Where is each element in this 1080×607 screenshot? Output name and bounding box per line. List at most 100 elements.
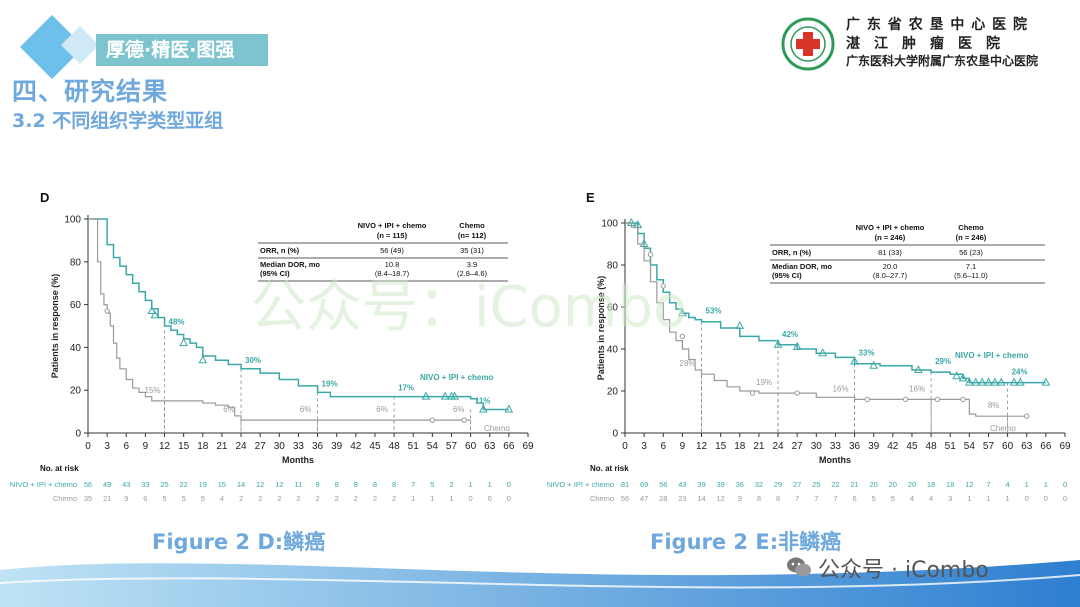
y-tick-label: 20 bbox=[607, 387, 619, 398]
at-risk-value: 4 bbox=[929, 494, 933, 503]
nivo-landmark-label: 30% bbox=[245, 356, 261, 365]
nivo-landmark-label: 24% bbox=[1012, 368, 1028, 377]
at-risk-value: 18 bbox=[946, 480, 954, 489]
footer-wave-line bbox=[0, 574, 1080, 589]
nivo-censor-mark bbox=[450, 391, 460, 400]
y-tick-label: 100 bbox=[601, 219, 618, 230]
x-tick-label: 12 bbox=[696, 441, 708, 452]
x-axis-label: Months bbox=[282, 455, 314, 465]
x-tick-label: 18 bbox=[734, 441, 746, 452]
at-risk-value: 7 bbox=[833, 494, 837, 503]
at-risk-value: 81 bbox=[621, 480, 629, 489]
x-tick-label: 45 bbox=[369, 441, 381, 452]
nivo-censor-mark bbox=[984, 377, 993, 386]
at-risk-value: 0 bbox=[507, 494, 511, 503]
nivo-curve bbox=[625, 222, 1046, 384]
x-tick-label: 21 bbox=[216, 441, 228, 452]
at-risk-value: 0 bbox=[1025, 494, 1029, 503]
x-tick-label: 36 bbox=[849, 441, 861, 452]
at-risk-value: 1 bbox=[967, 494, 971, 503]
nivo-censor-mark bbox=[958, 373, 968, 382]
chemo-censor-mark bbox=[660, 283, 666, 289]
at-risk-value: 7 bbox=[795, 494, 799, 503]
y-tick-label: 100 bbox=[64, 215, 81, 226]
nivo-censor-mark bbox=[971, 377, 981, 386]
at-risk-value: 5 bbox=[201, 494, 205, 503]
nivo-censor-mark bbox=[179, 338, 188, 347]
at-risk-value: 36 bbox=[736, 480, 744, 489]
x-tick-label: 15 bbox=[178, 441, 190, 452]
x-tick-label: 18 bbox=[197, 441, 209, 452]
table-cell: (5.6–11.0) bbox=[954, 271, 988, 280]
table-col-header: NIVO + IPI + chemo bbox=[358, 221, 427, 230]
table-cell: 10.8 bbox=[385, 260, 400, 269]
nivo-censor-mark bbox=[479, 404, 488, 413]
x-tick-label: 51 bbox=[408, 441, 420, 452]
x-tick-label: 9 bbox=[143, 441, 149, 452]
at-risk-value: 15 bbox=[218, 480, 226, 489]
at-risk-value: 56 bbox=[659, 480, 667, 489]
at-risk-row-name: Chemo bbox=[53, 494, 77, 503]
y-tick-label: 0 bbox=[612, 429, 618, 440]
nivo-censor-mark bbox=[504, 404, 514, 413]
y-tick-label: 0 bbox=[75, 429, 81, 440]
nivo-censor-mark bbox=[678, 308, 687, 317]
nivo-censor-mark bbox=[869, 360, 879, 369]
nivo-censor-mark bbox=[147, 305, 157, 315]
chemo-censor-mark bbox=[647, 251, 654, 258]
at-risk-value: 1 bbox=[469, 480, 473, 489]
nivo-censor-mark bbox=[198, 355, 208, 364]
at-risk-value: 12 bbox=[965, 480, 973, 489]
at-risk-value: 1 bbox=[1006, 494, 1010, 503]
x-tick-label: 24 bbox=[772, 441, 784, 452]
nivo-censor-mark bbox=[965, 377, 974, 386]
at-risk-value: 33 bbox=[141, 480, 149, 489]
wechat-icon bbox=[786, 556, 812, 578]
nivo-censor-mark bbox=[952, 371, 961, 380]
x-tick-label: 21 bbox=[753, 441, 765, 452]
nivo-series-label: NIVO + IPI + chemo bbox=[420, 373, 493, 382]
at-risk-value: 29 bbox=[774, 480, 782, 489]
at-risk-value: 1 bbox=[449, 494, 453, 503]
at-risk-value: 2 bbox=[354, 494, 358, 503]
table-cell: 56 (23) bbox=[959, 248, 983, 257]
chemo-censor-mark bbox=[1024, 413, 1030, 419]
x-tick-label: 63 bbox=[1021, 441, 1033, 452]
x-tick-label: 30 bbox=[811, 441, 823, 452]
x-tick-label: 33 bbox=[293, 441, 305, 452]
at-risk-value: 9 bbox=[315, 480, 319, 489]
at-risk-value: 47 bbox=[640, 494, 648, 503]
at-risk-value: 9 bbox=[738, 494, 742, 503]
chemo-censor-mark bbox=[902, 396, 909, 403]
nivo-censor-mark bbox=[735, 320, 745, 329]
at-risk-value: 20 bbox=[889, 480, 897, 489]
at-risk-value: 14 bbox=[237, 480, 245, 489]
x-tick-label: 33 bbox=[830, 441, 842, 452]
nivo-censor-mark bbox=[440, 391, 450, 400]
at-risk-value: 1 bbox=[1025, 480, 1029, 489]
at-risk-value: 56 bbox=[621, 494, 629, 503]
hospital-name-line-2: 湛 江 肿 瘤 医 院 bbox=[846, 36, 1000, 52]
at-risk-value: 2 bbox=[315, 494, 319, 503]
chemo-landmark-label: 6% bbox=[453, 405, 465, 414]
nivo-censor-mark bbox=[850, 356, 859, 365]
table-col-header: Chemo bbox=[958, 223, 984, 232]
table-cell: (8.0–27.7) bbox=[873, 271, 908, 280]
chemo-censor-mark bbox=[429, 417, 436, 423]
at-risk-value: 28 bbox=[659, 494, 667, 503]
at-risk-value: 5 bbox=[162, 494, 166, 503]
at-risk-value: 25 bbox=[812, 480, 820, 489]
y-tick-label: 60 bbox=[607, 303, 619, 314]
chemo-censor-mark bbox=[864, 396, 871, 403]
at-risk-value: 39 bbox=[697, 480, 705, 489]
table-col-n: (n = 246) bbox=[956, 233, 987, 242]
nivo-landmark-label: 11% bbox=[475, 396, 491, 405]
at-risk-value: 5 bbox=[872, 494, 876, 503]
y-tick-label: 20 bbox=[70, 386, 82, 397]
at-risk-value: 0 bbox=[507, 480, 511, 489]
chemo-censor-mark bbox=[794, 390, 800, 396]
at-risk-value: 9 bbox=[124, 494, 128, 503]
at-risk-value: 2 bbox=[373, 494, 377, 503]
